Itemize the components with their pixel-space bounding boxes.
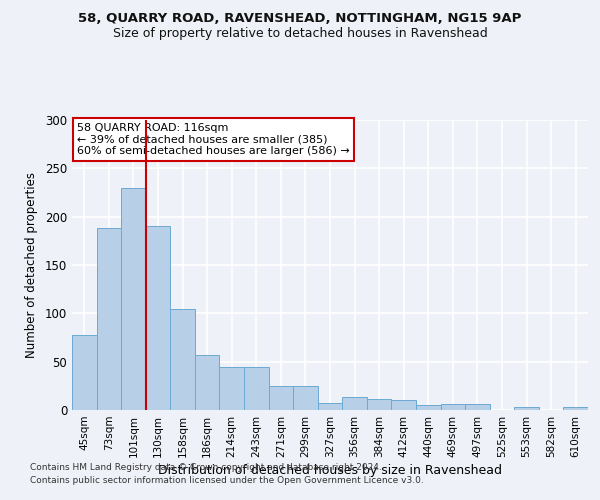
Text: Contains public sector information licensed under the Open Government Licence v3: Contains public sector information licen… [30,476,424,485]
Bar [72,334,97,410]
Text: 58 QUARRY ROAD: 116sqm
← 39% of detached houses are smaller (385)
60% of semi-de: 58 QUARRY ROAD: 116sqm ← 39% of detached… [77,123,350,156]
Bar [391,400,416,410]
Bar [342,398,367,410]
X-axis label: Distribution of detached houses by size in Ravenshead: Distribution of detached houses by size … [158,464,502,477]
Text: 58, QUARRY ROAD, RAVENSHEAD, NOTTINGHAM, NG15 9AP: 58, QUARRY ROAD, RAVENSHEAD, NOTTINGHAM,… [79,12,521,26]
Bar [367,400,391,410]
Text: Size of property relative to detached houses in Ravenshead: Size of property relative to detached ho… [113,28,487,40]
Bar [244,368,269,410]
Text: Contains HM Land Registry data © Crown copyright and database right 2024.: Contains HM Land Registry data © Crown c… [30,464,382,472]
Bar [318,403,342,410]
Bar [170,310,195,410]
Bar [121,188,146,410]
Bar [416,405,440,410]
Bar [293,386,318,410]
Y-axis label: Number of detached properties: Number of detached properties [25,172,38,358]
Bar [146,226,170,410]
Bar [440,404,465,410]
Bar [220,368,244,410]
Bar [269,386,293,410]
Bar [514,407,539,410]
Bar [195,355,220,410]
Bar [465,404,490,410]
Bar [97,228,121,410]
Bar [563,407,588,410]
